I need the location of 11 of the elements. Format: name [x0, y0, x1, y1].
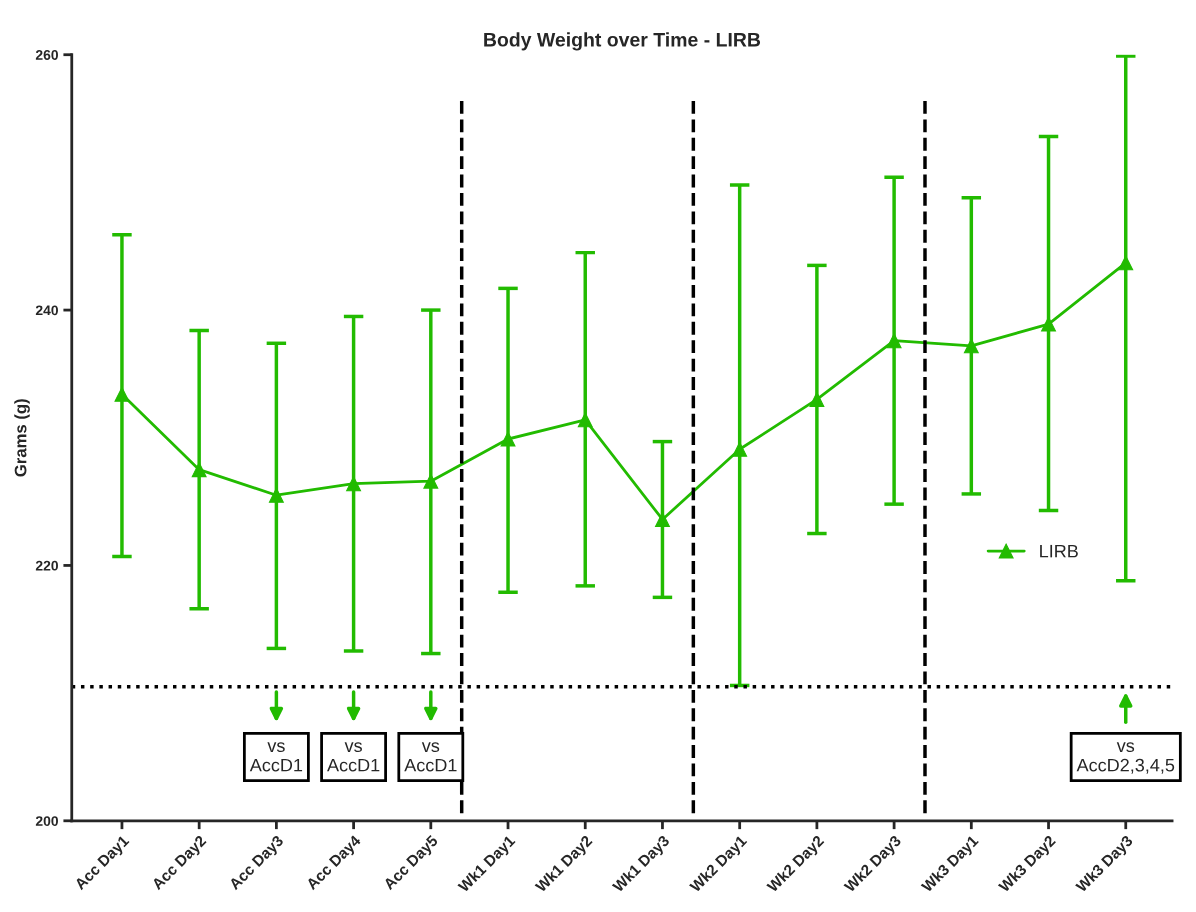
y-tick-label: 220: [35, 560, 58, 571]
annotation: vs AccD1: [404, 742, 457, 772]
y-tick-label: 260: [35, 50, 58, 60]
annotation: vs AccD1: [249, 742, 303, 772]
annotation: vs AccD2,3,4,5: [1076, 742, 1175, 774]
y-tick-label: 240: [35, 305, 58, 316]
legend-label: LIRB: [1040, 544, 1078, 558]
annotation: vs AccD1: [327, 742, 380, 772]
chart-title: Body Weight over Time - LIRB: [484, 32, 761, 51]
y-axis-title: Grams (g): [14, 399, 30, 477]
y-tick-label: 200: [35, 816, 58, 826]
